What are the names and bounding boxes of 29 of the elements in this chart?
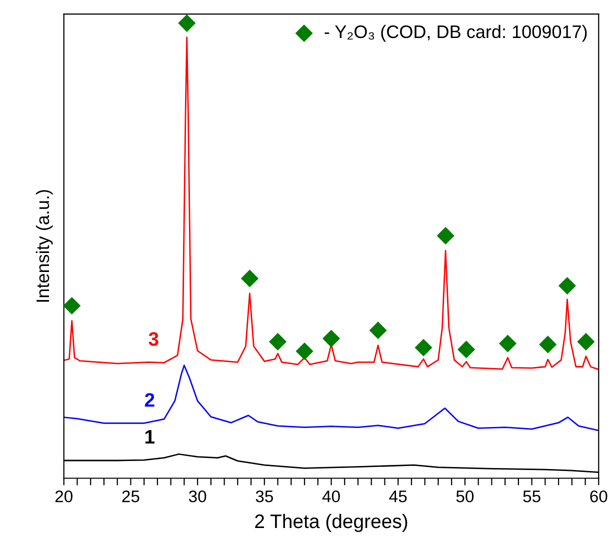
x-tick-label: 55 bbox=[523, 490, 540, 502]
series-label: 3 bbox=[148, 332, 158, 346]
point bbox=[296, 342, 314, 360]
point bbox=[458, 340, 476, 358]
point bbox=[322, 330, 340, 348]
series-label: 2 bbox=[144, 393, 154, 407]
point bbox=[436, 226, 454, 244]
point bbox=[64, 296, 81, 315]
point bbox=[268, 332, 287, 351]
x-tick-label: 40 bbox=[322, 490, 340, 502]
x-tick-label: 45 bbox=[389, 490, 407, 502]
x-tick-label: 35 bbox=[256, 490, 273, 502]
x-tick-label: 20 bbox=[55, 490, 72, 502]
point bbox=[558, 276, 576, 295]
series-label: 1 bbox=[145, 430, 154, 444]
point bbox=[539, 336, 557, 354]
x-tick-label: 25 bbox=[122, 490, 140, 502]
point bbox=[498, 334, 517, 352]
legend-label: - Y₂O₃ (COD, DB card: 1009017) bbox=[324, 24, 587, 42]
y-axis-title: Intensity (a.u.) bbox=[36, 190, 53, 302]
point bbox=[577, 332, 595, 351]
x-tick-label: 50 bbox=[456, 490, 474, 502]
x-tick-label: 30 bbox=[188, 490, 206, 502]
point bbox=[369, 322, 387, 340]
point bbox=[414, 338, 432, 356]
point bbox=[178, 14, 196, 32]
x-tick-label: 60 bbox=[590, 490, 608, 502]
point bbox=[240, 270, 258, 288]
x-axis-title: 2 Theta (degrees) bbox=[255, 514, 408, 532]
